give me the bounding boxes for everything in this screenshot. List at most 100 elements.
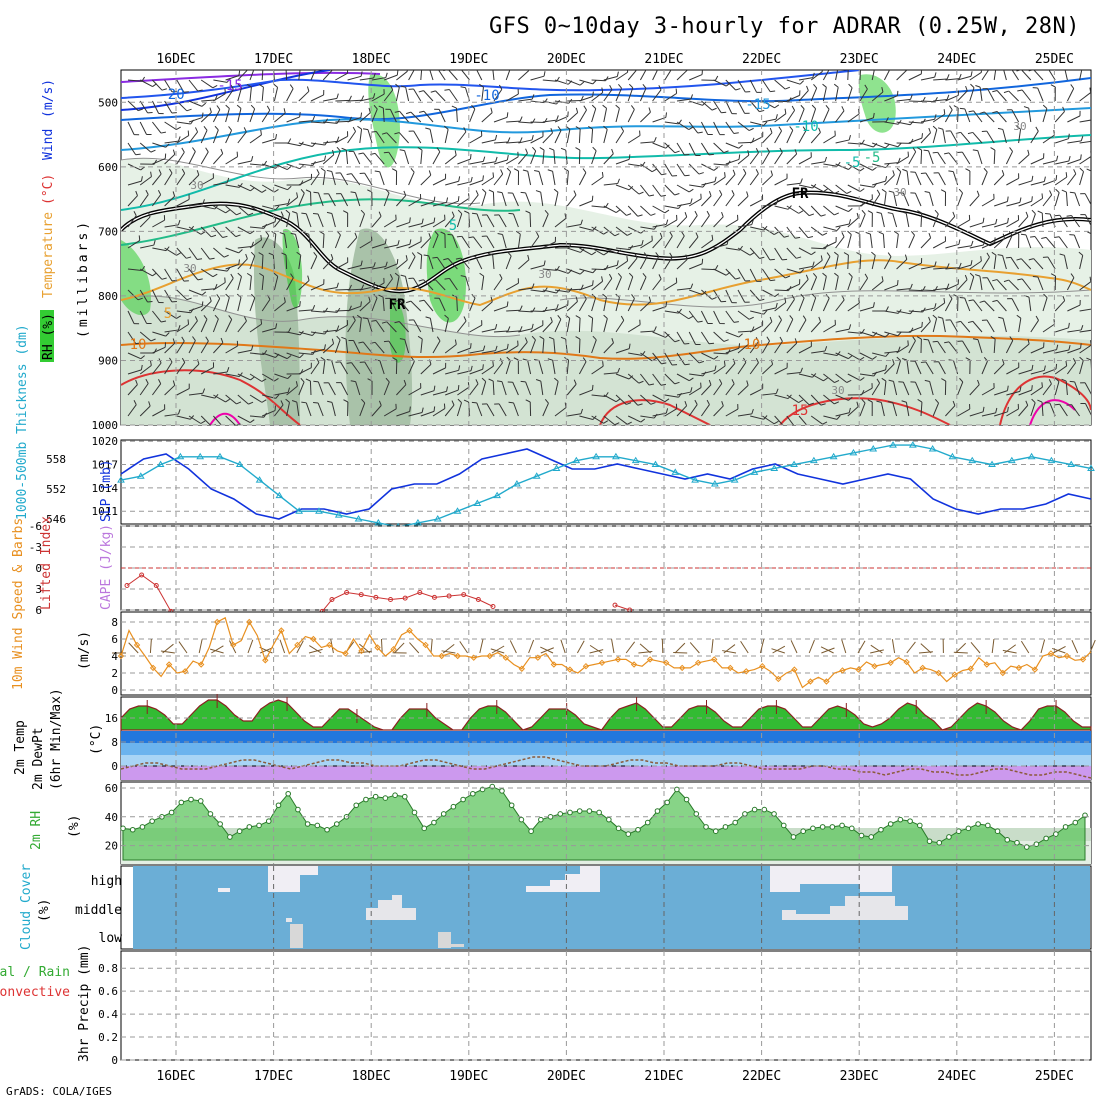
wind-barb-flag — [755, 168, 759, 174]
wind-barb — [1030, 180, 1045, 186]
wind-barb-flag — [684, 174, 690, 177]
wind-barb — [835, 299, 845, 312]
wind-barb — [869, 234, 873, 249]
wind-barb-flag — [487, 252, 493, 256]
wind-barb-flag — [135, 379, 138, 385]
credit: GrADS: COLA/IGES — [6, 1085, 112, 1098]
wind-barb — [749, 341, 759, 354]
wind-speed-marker — [598, 659, 606, 667]
wind-barb — [213, 282, 226, 291]
wind-barb — [798, 394, 810, 406]
wind-barb — [615, 130, 625, 144]
wind-barb — [237, 394, 249, 405]
slp-marker — [908, 441, 917, 448]
wind-barb — [591, 150, 597, 165]
wind-barb-flag — [773, 231, 779, 236]
wind-barb-flag — [603, 125, 608, 130]
wind-barb — [835, 352, 849, 360]
wind-barb — [447, 70, 458, 81]
wind-barb — [664, 121, 679, 125]
rh-marker — [538, 816, 544, 823]
wind-barb — [810, 205, 822, 217]
wind-barb — [786, 153, 797, 165]
instability-panel — [120, 525, 1092, 614]
wind-barb — [457, 197, 470, 207]
wind-barb — [249, 205, 263, 214]
wind-barb — [1074, 381, 1081, 396]
wind-barb-flag — [800, 293, 805, 299]
wind-barb-flag — [992, 279, 998, 282]
wind-barb — [481, 276, 485, 291]
lifted-index-point — [431, 594, 437, 600]
wind-barb — [957, 75, 972, 81]
wind-barb — [1018, 180, 1033, 186]
wind-barb-flag — [833, 83, 839, 88]
wind-barb — [945, 405, 956, 417]
rh-marker — [256, 822, 262, 829]
wind-barb — [603, 108, 608, 123]
wind-barb-flag — [506, 154, 509, 161]
wind-barb-flag — [303, 232, 309, 235]
wind-barb — [298, 367, 312, 375]
wind-barb — [359, 402, 366, 417]
slp-marker — [433, 515, 442, 522]
wind-barb-flag — [251, 241, 254, 247]
wind-barb — [273, 87, 279, 102]
contour-label: 15 — [792, 403, 809, 419]
wind-barb-flag — [494, 323, 498, 330]
wind-barb-flag — [859, 188, 865, 192]
surface-wind-barb — [576, 640, 585, 654]
wind-barb — [713, 331, 725, 342]
wind-barb-flag — [932, 314, 937, 319]
wind-barb — [486, 403, 495, 417]
wind-barb — [676, 202, 691, 207]
wind-barb — [567, 79, 581, 86]
wind-speed-marker — [614, 656, 622, 663]
wind-barb — [213, 342, 224, 354]
wind-barb-flag — [492, 361, 494, 367]
rh-marker — [780, 822, 787, 829]
y-tick-label: 1000 — [92, 419, 119, 432]
wind-barb — [810, 276, 818, 291]
wind-barb — [896, 344, 909, 354]
wind-barb-flag — [934, 398, 939, 404]
surface-wind-barb — [841, 639, 847, 654]
wind-barb — [591, 280, 603, 291]
wind-barb-flag — [774, 104, 780, 109]
wind-barb — [410, 300, 422, 312]
wind-barb-flag — [731, 379, 735, 385]
wind-barb — [355, 192, 361, 207]
wind-barb — [847, 302, 860, 312]
wind-barb — [933, 98, 948, 102]
wind-barb — [688, 331, 697, 345]
wind-barb — [932, 213, 939, 228]
wind-barb-flag — [617, 178, 620, 184]
date-label-top: 17DEC — [254, 52, 293, 67]
wind-barb — [628, 244, 642, 249]
wind-barb-flag — [660, 383, 667, 386]
rh-marker — [712, 828, 719, 835]
wind-barb — [237, 226, 251, 235]
wind-barb — [404, 150, 410, 165]
wind-barb — [237, 320, 247, 333]
wind-speed-marker — [983, 661, 990, 668]
wind-barb-flag — [203, 315, 208, 320]
wind-barb — [492, 380, 495, 396]
surface-wind-barb — [560, 639, 566, 654]
wind-barb — [335, 120, 350, 123]
y-tick-label: 6 — [35, 604, 42, 617]
wind-barb-flag — [949, 105, 953, 111]
wind-barb-flag — [575, 315, 581, 319]
wind-barb — [237, 349, 252, 354]
wind-barb — [420, 339, 423, 354]
wind-barb — [274, 184, 288, 191]
wind-barb — [798, 297, 805, 312]
wind-speed-marker — [775, 675, 782, 683]
wind-barb-flag — [138, 235, 141, 241]
contour-label: -5 — [864, 150, 881, 166]
wind-barb — [914, 381, 922, 396]
wind-barb — [579, 247, 592, 256]
wind-barb-flag — [343, 399, 349, 403]
wind-barb — [322, 233, 325, 249]
wind-barb — [578, 361, 587, 375]
